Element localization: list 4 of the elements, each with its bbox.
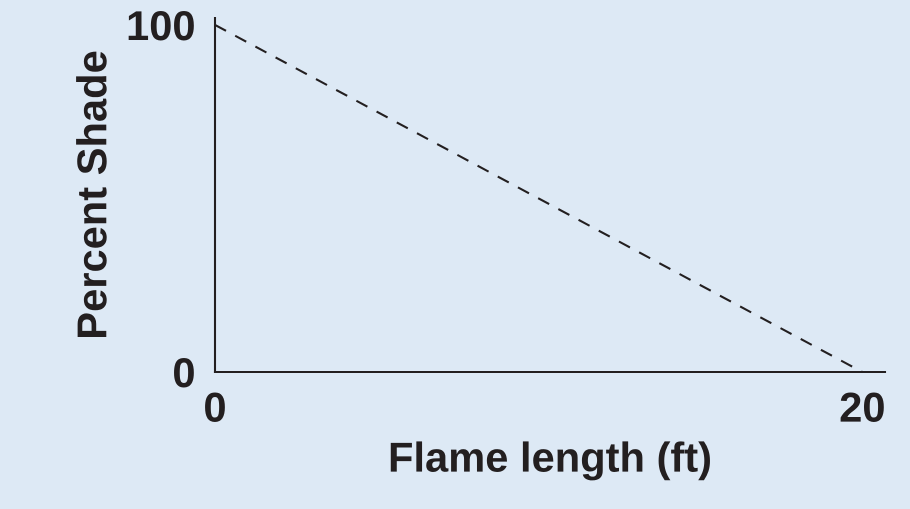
y-axis-title: Percent Shade [76, 52, 107, 337]
x-axis-title: Flame length (ft) [390, 441, 710, 480]
x-tick-label: 20 [840, 392, 884, 422]
y-tick-label: 100 [128, 10, 194, 40]
